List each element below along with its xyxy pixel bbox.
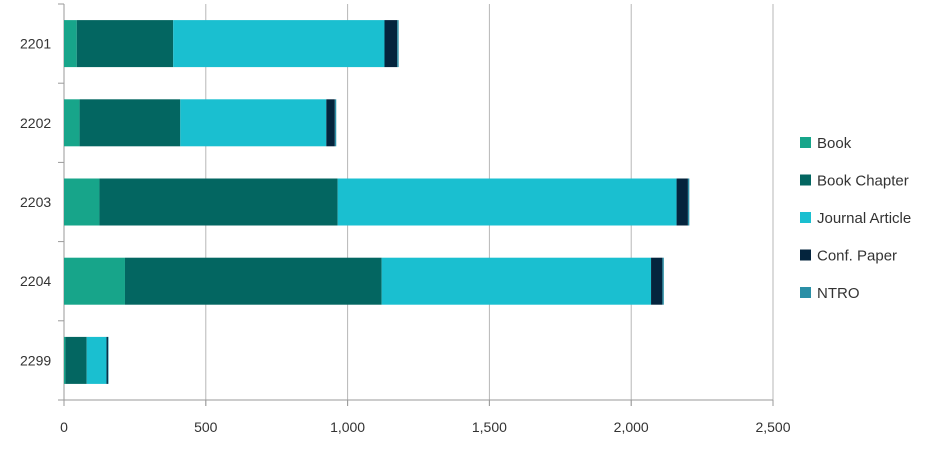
legend-label: Conf. Paper bbox=[817, 248, 897, 265]
bar-2203-book bbox=[64, 178, 100, 226]
bar-2203-ntro bbox=[687, 178, 690, 226]
bars bbox=[64, 20, 690, 384]
bar-2204-journal-article bbox=[381, 257, 652, 305]
bar-2203-book-chapter bbox=[99, 178, 338, 226]
bar-2201-ntro bbox=[397, 20, 399, 68]
y-tick-label: 2204 bbox=[20, 273, 51, 289]
bar-2299-conf-paper bbox=[106, 336, 108, 384]
y-tick-label: 2299 bbox=[20, 352, 51, 368]
y-tick-labels: 2201 2202 2203 2204 2299 bbox=[20, 36, 51, 369]
x-tick-label: 1,500 bbox=[472, 419, 507, 435]
y-tick-label: 2201 bbox=[20, 36, 51, 52]
legend-label: Journal Article bbox=[817, 210, 911, 227]
bar-2204-ntro bbox=[662, 257, 664, 305]
bar-2201-journal-article bbox=[173, 20, 385, 68]
y-tick-label: 2202 bbox=[20, 115, 51, 131]
legend-label: Book bbox=[817, 135, 852, 152]
bar-2202-book bbox=[64, 99, 80, 147]
legend-swatch bbox=[800, 137, 811, 148]
bar-2204-book-chapter bbox=[124, 257, 382, 305]
x-tick-label: 1,000 bbox=[330, 419, 365, 435]
y-tick-label: 2203 bbox=[20, 194, 51, 210]
bar-2201-book bbox=[64, 20, 77, 68]
legend-swatch bbox=[800, 174, 811, 186]
legend-swatch bbox=[800, 249, 811, 261]
bar-2202-conf-paper bbox=[326, 99, 335, 147]
bar-2204-book bbox=[64, 257, 125, 305]
bar-2299-ntro bbox=[107, 336, 109, 384]
bar-2299-journal-article bbox=[86, 336, 107, 384]
bar-2204-conf-paper bbox=[651, 257, 663, 305]
x-tick-label: 0 bbox=[60, 419, 68, 435]
x-tick-label: 2,000 bbox=[614, 419, 649, 435]
bar-2203-conf-paper bbox=[676, 178, 688, 226]
legend: Book Book Chapter Journal Article Conf. Pap… bbox=[800, 135, 911, 302]
legend-label: Book Chapter bbox=[817, 173, 909, 190]
x-tick-labels: 0 500 1,000 1,500 2,000 2,500 bbox=[60, 419, 791, 435]
bar-2202-journal-article bbox=[180, 99, 327, 147]
bar-2299-book-chapter bbox=[65, 336, 87, 384]
x-tick-label: 2,500 bbox=[755, 419, 790, 435]
legend-swatch bbox=[800, 287, 811, 298]
bar-2202-book-chapter bbox=[79, 99, 181, 147]
x-tick-label: 500 bbox=[194, 419, 218, 435]
bar-2202-ntro bbox=[334, 99, 337, 147]
bar-2201-conf-paper bbox=[384, 20, 398, 68]
bar-2201-book-chapter bbox=[76, 20, 174, 68]
bar-2299-book bbox=[64, 336, 66, 384]
bar-2203-journal-article bbox=[337, 178, 677, 226]
legend-label: NTRO bbox=[817, 285, 860, 302]
legend-swatch bbox=[800, 212, 811, 223]
